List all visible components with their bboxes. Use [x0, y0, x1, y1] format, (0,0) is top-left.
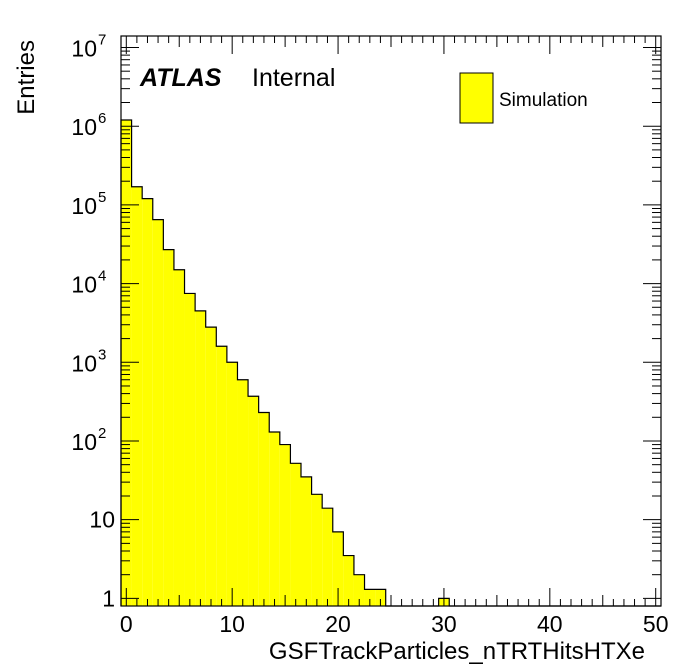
y-axis-label: Entries — [13, 40, 40, 115]
histogram-bar — [184, 293, 196, 606]
histogram-bar — [237, 379, 249, 606]
y-tick-exponent: 3 — [98, 346, 106, 363]
histogram-bar — [248, 396, 259, 606]
legend-swatch-simulation — [459, 72, 494, 124]
histogram-bar — [131, 186, 143, 606]
histogram-bar — [301, 476, 312, 606]
internal-label: Internal — [252, 64, 335, 92]
y-tick-exponent: 7 — [98, 31, 106, 48]
y-tick-label: 10 — [71, 114, 97, 140]
histogram-bar — [216, 346, 227, 606]
histogram-bar — [353, 574, 365, 606]
x-tick-label: 30 — [431, 611, 457, 637]
histogram-bar — [195, 310, 206, 606]
histogram-bar — [173, 269, 185, 606]
y-tick-label: 10 — [71, 350, 97, 376]
histogram-bars — [120, 119, 661, 607]
x-tick-label: 40 — [537, 611, 563, 637]
histogram-bar — [152, 219, 164, 606]
histogram-bar — [142, 198, 153, 606]
histogram-bar — [290, 463, 301, 606]
y-tick-label: 10 — [89, 507, 115, 533]
histogram-bar — [343, 555, 354, 606]
y-tick-exponent: 6 — [98, 110, 106, 127]
histogram-bar — [269, 432, 280, 606]
y-tick-exponent: 5 — [98, 189, 106, 206]
y-tick-exponent: 4 — [98, 268, 106, 285]
x-tick-label: 10 — [219, 611, 245, 637]
y-tick-label: 10 — [71, 193, 97, 219]
x-tick-label: 20 — [325, 611, 351, 637]
y-tick-exponent: 2 — [98, 425, 106, 442]
histogram-bar — [163, 249, 174, 607]
x-axis-label: GSFTrackParticles_nTRTHitsHTXe — [269, 638, 645, 665]
histogram-bar — [375, 589, 386, 606]
x-tick-label: 50 — [643, 611, 669, 637]
legend-label-simulation: Simulation — [499, 90, 588, 111]
y-tick-label: 10 — [71, 35, 97, 61]
histogram-bar — [226, 362, 238, 606]
histogram-bar — [205, 327, 217, 606]
histogram-bar — [121, 119, 132, 606]
y-tick-label: 10 — [71, 429, 97, 455]
x-tick-label: 0 — [120, 611, 133, 637]
y-tick-label: 1 — [102, 585, 115, 611]
y-tick-label: 10 — [71, 272, 97, 298]
histogram-bar — [258, 412, 270, 606]
atlas-label: ATLAS — [139, 64, 222, 92]
histogram-bar — [332, 531, 344, 606]
histogram-bar — [311, 494, 323, 606]
histogram-bar — [279, 444, 291, 606]
histogram-bar — [322, 508, 333, 606]
histogram-bar — [364, 589, 376, 606]
